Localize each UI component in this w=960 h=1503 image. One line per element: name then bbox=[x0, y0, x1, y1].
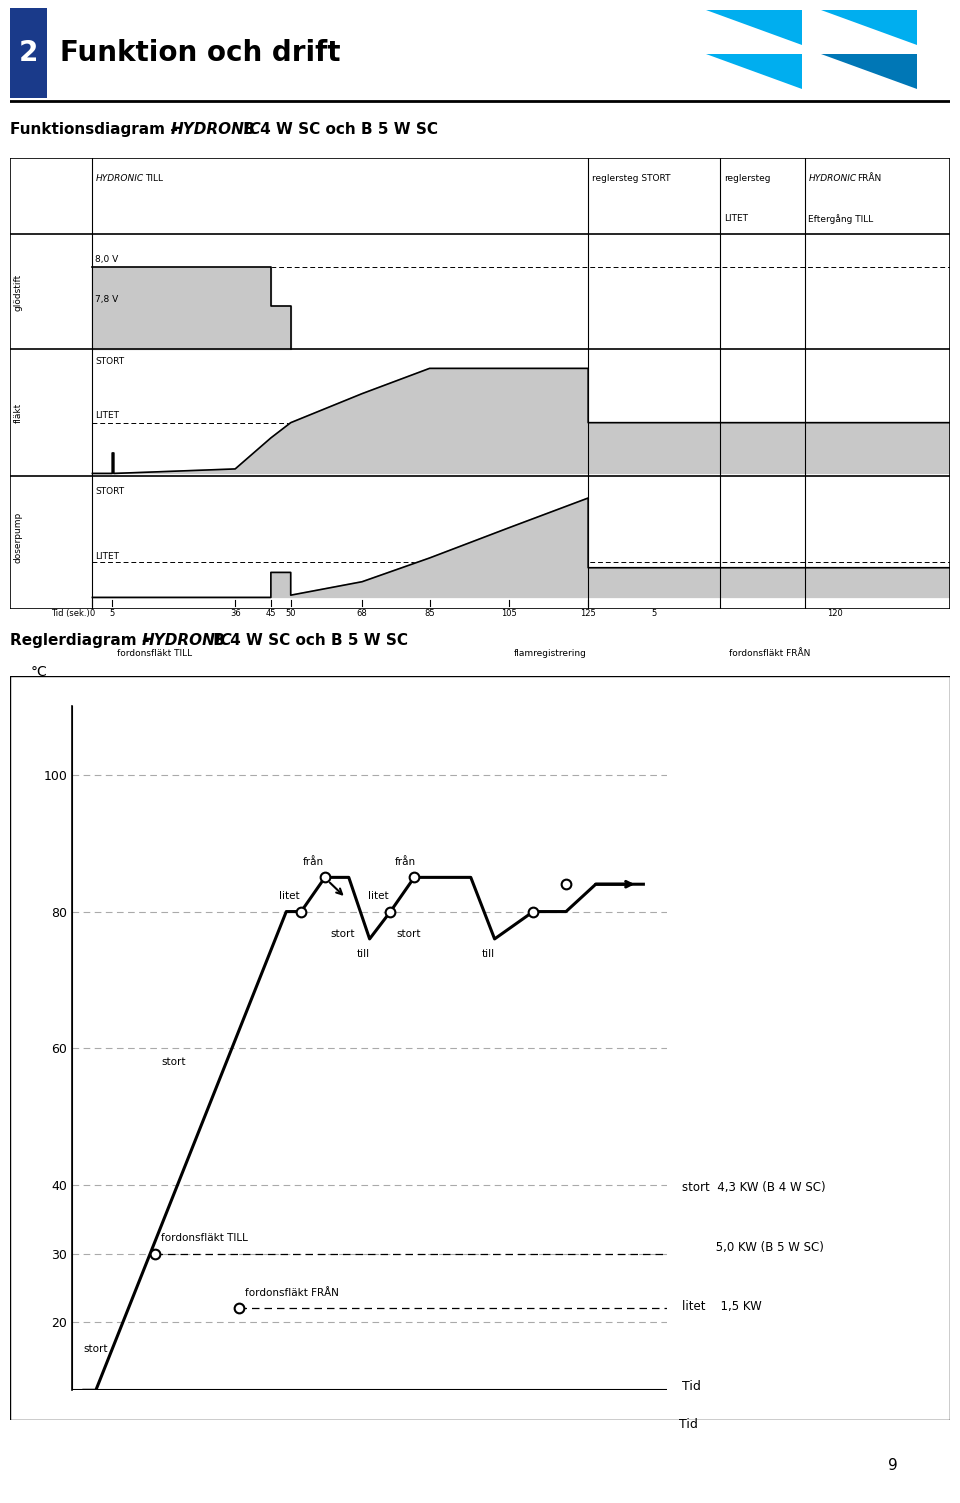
Text: 0: 0 bbox=[90, 609, 95, 618]
Text: Tid: Tid bbox=[682, 1380, 701, 1393]
Text: HYDRONIC: HYDRONIC bbox=[142, 633, 232, 648]
Text: fordonsfläkt FRÅN: fordonsfläkt FRÅN bbox=[730, 649, 810, 658]
Polygon shape bbox=[706, 11, 802, 45]
Text: B 4 W SC och B 5 W SC: B 4 W SC och B 5 W SC bbox=[238, 122, 438, 137]
Text: reglersteg: reglersteg bbox=[724, 174, 770, 182]
Text: stort: stort bbox=[396, 929, 420, 939]
Text: 68: 68 bbox=[357, 609, 368, 618]
Text: 105: 105 bbox=[501, 609, 516, 618]
Text: FRÅN: FRÅN bbox=[857, 174, 881, 182]
Text: från: från bbox=[302, 857, 324, 867]
Text: HYDRONIC: HYDRONIC bbox=[96, 174, 144, 182]
Text: STORT: STORT bbox=[95, 358, 125, 367]
Text: 7,8 V: 7,8 V bbox=[95, 295, 118, 304]
Text: 9: 9 bbox=[888, 1458, 898, 1473]
Text: 45: 45 bbox=[266, 609, 276, 618]
Text: till: till bbox=[357, 950, 371, 959]
Text: litet    1,5 KW: litet 1,5 KW bbox=[682, 1300, 761, 1314]
Text: Tid: Tid bbox=[679, 1417, 698, 1431]
Text: HYDRONIC: HYDRONIC bbox=[808, 174, 856, 182]
Text: STORT: STORT bbox=[95, 487, 125, 496]
Text: TILL: TILL bbox=[145, 174, 163, 182]
Text: 5,0 KW (B 5 W SC): 5,0 KW (B 5 W SC) bbox=[682, 1241, 824, 1254]
Text: 125: 125 bbox=[580, 609, 596, 618]
Polygon shape bbox=[92, 266, 291, 349]
Polygon shape bbox=[821, 11, 917, 45]
Polygon shape bbox=[821, 54, 917, 89]
Text: litet: litet bbox=[369, 891, 389, 902]
Text: °C: °C bbox=[31, 664, 47, 679]
Text: LITET: LITET bbox=[95, 412, 119, 421]
Text: Reglerdiagram –: Reglerdiagram – bbox=[10, 633, 155, 648]
Text: Eftergång TILL: Eftergång TILL bbox=[808, 213, 874, 224]
Text: 5: 5 bbox=[109, 609, 115, 618]
Text: 36: 36 bbox=[229, 609, 241, 618]
Text: stort  4,3 KW (B 4 W SC): stort 4,3 KW (B 4 W SC) bbox=[682, 1181, 826, 1195]
Text: reglersteg STORT: reglersteg STORT bbox=[592, 174, 670, 182]
Text: stort: stort bbox=[330, 929, 355, 939]
Polygon shape bbox=[706, 54, 802, 89]
Text: Funktionsdiagram –: Funktionsdiagram – bbox=[10, 122, 182, 137]
Text: 85: 85 bbox=[424, 609, 435, 618]
Text: LITET: LITET bbox=[95, 552, 119, 561]
Text: doserpump: doserpump bbox=[13, 513, 22, 564]
Text: 2: 2 bbox=[18, 39, 37, 66]
Text: stort: stort bbox=[84, 1344, 108, 1354]
Bar bbox=[10, 8, 46, 98]
Text: från: från bbox=[395, 857, 416, 867]
Text: 5: 5 bbox=[652, 609, 657, 618]
Text: litet: litet bbox=[279, 891, 300, 902]
Text: B 4 W SC och B 5 W SC: B 4 W SC och B 5 W SC bbox=[207, 633, 408, 648]
Text: Funktion och drift: Funktion och drift bbox=[60, 39, 341, 66]
Text: 8,0 V: 8,0 V bbox=[95, 256, 118, 265]
Polygon shape bbox=[92, 368, 950, 473]
Polygon shape bbox=[92, 497, 950, 597]
Text: stort: stort bbox=[161, 1057, 186, 1067]
Text: fläkt: fläkt bbox=[13, 403, 22, 422]
Text: LITET: LITET bbox=[724, 213, 748, 222]
Text: fordonsfläkt TILL: fordonsfläkt TILL bbox=[117, 649, 192, 658]
Text: glödstift: glödstift bbox=[13, 274, 22, 311]
Text: 50: 50 bbox=[285, 609, 296, 618]
Text: HYDRONIC: HYDRONIC bbox=[171, 122, 262, 137]
Text: fordonsfläkt TILL: fordonsfläkt TILL bbox=[161, 1234, 248, 1243]
Text: Tid (sek.): Tid (sek.) bbox=[51, 609, 89, 618]
Text: 120: 120 bbox=[828, 609, 843, 618]
Text: till: till bbox=[482, 950, 495, 959]
Text: fordonsfläkt FRÅN: fordonsfläkt FRÅN bbox=[245, 1288, 339, 1299]
Text: flamregistrering: flamregistrering bbox=[514, 649, 587, 658]
